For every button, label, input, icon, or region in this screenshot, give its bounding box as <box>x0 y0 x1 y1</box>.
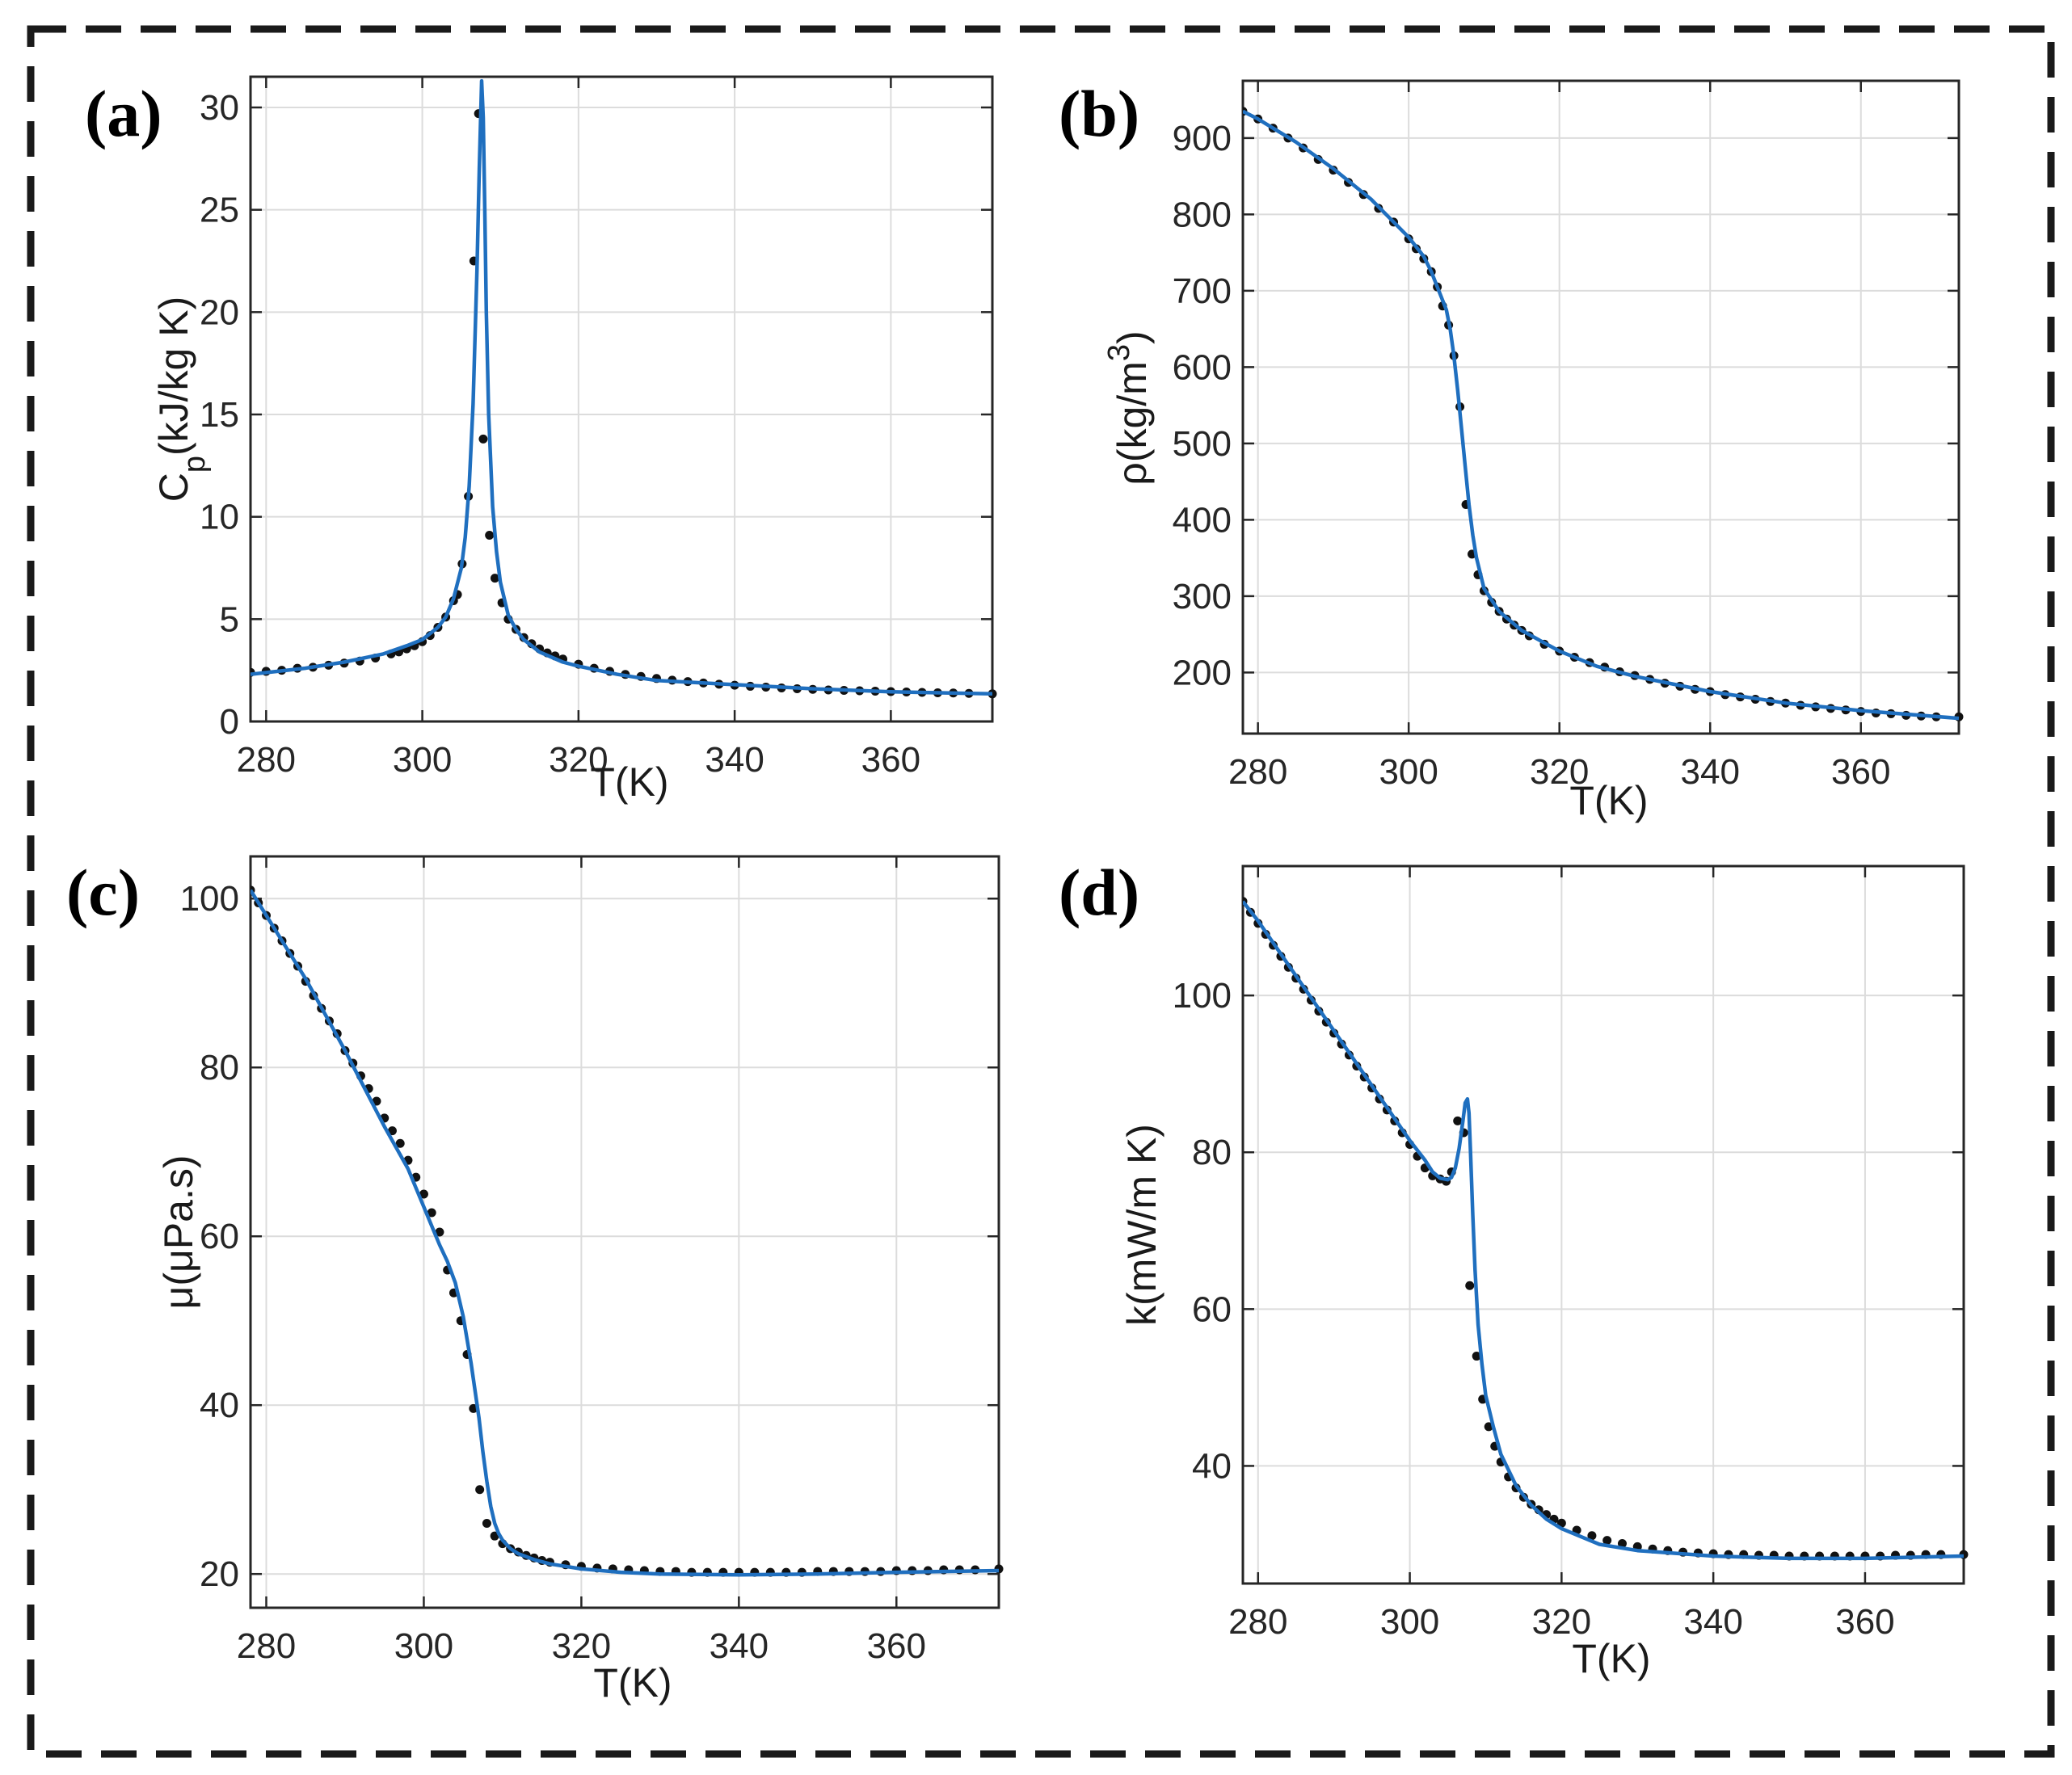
y-tick-label: 600 <box>1173 347 1232 387</box>
y-tick-label: 10 <box>200 498 239 537</box>
data-point <box>1602 1536 1612 1546</box>
y-tick-label: 80 <box>1192 1133 1232 1172</box>
y-tick-label: 20 <box>200 1554 239 1594</box>
x-tick-label: 360 <box>867 1626 926 1666</box>
y-axis-label-main: μ(μPa.s) <box>156 1155 201 1310</box>
fit-line <box>1243 900 1965 1561</box>
plot-area <box>249 75 994 723</box>
y-axis-label-main: ρ(kg/m <box>1110 361 1155 485</box>
y-tick-label: 100 <box>1173 976 1232 1016</box>
x-tick-label: 320 <box>552 1626 611 1666</box>
y-tick-label: 20 <box>200 292 239 332</box>
panel-a: 280 300 320 340 360 0 5 10 15 20 25 30 T(K) Cp(kJ/kg … <box>85 75 997 805</box>
y-tick-label: 80 <box>200 1048 239 1087</box>
panel-b: 280 300 320 340 360 200 300 400 500 600 700 800 900 T… <box>1059 77 1964 823</box>
y-tick-label: 400 <box>1173 500 1232 540</box>
y-tick-label: 200 <box>1173 653 1232 692</box>
data-point <box>1472 1352 1481 1361</box>
panel-label-b: (b) <box>1059 77 1139 150</box>
x-tick-label: 280 <box>1228 1602 1287 1642</box>
x-tick-label: 360 <box>1831 752 1890 792</box>
panel-label-d: (d) <box>1059 856 1139 929</box>
x-tick-label: 280 <box>1228 752 1287 792</box>
x-tick-label: 360 <box>861 740 920 780</box>
y-axis-label-main: k(mW/m K) <box>1119 1124 1164 1326</box>
plot-border <box>249 75 994 723</box>
panel-label-c: (c) <box>66 856 140 929</box>
y-axis-label-rest: ) <box>1110 330 1155 344</box>
plot-area <box>249 855 1000 1609</box>
data-point <box>478 434 488 444</box>
x-tick-label: 300 <box>394 1626 453 1666</box>
y-tick-label: 60 <box>1192 1289 1232 1329</box>
y-axis-label-subscript: p <box>178 456 212 473</box>
y-axis-label-rest: (kJ/kg K) <box>151 297 196 456</box>
data-point <box>395 1138 405 1148</box>
plot-area <box>1241 79 1960 735</box>
fit-line <box>251 78 993 696</box>
x-axis-label: T(K) <box>1572 1636 1650 1681</box>
x-tick-label: 300 <box>393 740 452 780</box>
data-point <box>1453 1116 1463 1125</box>
data-point <box>427 1208 436 1218</box>
plot-border <box>1241 864 1965 1585</box>
data-point <box>490 574 499 583</box>
dashed-frame <box>27 25 2055 1758</box>
fit-line <box>1243 109 1960 721</box>
x-tick-label: 360 <box>1835 1602 1894 1642</box>
x-tick-label: 340 <box>705 740 764 780</box>
y-tick-label: 700 <box>1173 271 1232 311</box>
data-point <box>475 1485 485 1495</box>
data-point <box>1465 1281 1475 1290</box>
y-tick-label: 0 <box>220 702 239 742</box>
x-tick-label: 320 <box>1532 1602 1591 1642</box>
y-axis-label-superscript: 3 <box>1102 344 1136 361</box>
y-axis-label: k(mW/m K) <box>1119 1124 1164 1326</box>
x-axis-label: T(K) <box>590 759 668 805</box>
y-tick-label: 800 <box>1173 195 1232 234</box>
y-tick-label: 100 <box>180 879 239 919</box>
x-tick-label: 340 <box>1683 1602 1742 1642</box>
y-tick-label: 30 <box>200 88 239 128</box>
data-point <box>482 1519 491 1529</box>
fit-line <box>251 889 1000 1577</box>
plot-area <box>1241 864 1965 1585</box>
plot-border <box>1241 79 1960 735</box>
y-axis-label: Cp(kJ/kg K) <box>151 297 212 503</box>
x-tick-label: 320 <box>1530 752 1589 792</box>
y-tick-label: 40 <box>1192 1446 1232 1486</box>
x-tick-label: 300 <box>1379 752 1438 792</box>
data-point <box>419 1189 428 1199</box>
panel-c: 280 300 320 340 360 20 40 60 80 100 T(K) μ(μPa.s) (c… <box>66 855 1004 1706</box>
y-tick-label: 5 <box>220 599 239 639</box>
x-tick-label: 280 <box>237 1626 296 1666</box>
x-axis-label: T(K) <box>593 1660 672 1706</box>
panel-d: 280 300 320 340 360 40 60 80 100 T(K) k(mW/m K) (d) <box>1059 856 1969 1681</box>
y-axis-label-main: C <box>151 473 196 502</box>
panel-label-a: (a) <box>85 77 162 150</box>
y-tick-label: 25 <box>200 191 239 230</box>
x-tick-label: 280 <box>237 740 296 780</box>
data-point <box>435 1227 444 1237</box>
x-tick-label: 340 <box>1681 752 1740 792</box>
x-tick-label: 320 <box>549 740 608 780</box>
y-tick-label: 300 <box>1173 577 1232 616</box>
y-tick-label: 900 <box>1173 119 1232 158</box>
y-axis-label: ρ(kg/m3) <box>1102 330 1155 485</box>
x-axis-label: T(K) <box>1569 778 1648 823</box>
y-tick-label: 15 <box>200 395 239 435</box>
y-tick-label: 60 <box>200 1217 239 1256</box>
y-axis-label: μ(μPa.s) <box>156 1155 201 1310</box>
plot-border <box>249 855 1000 1609</box>
y-tick-label: 40 <box>200 1386 239 1425</box>
y-tick-label: 500 <box>1173 424 1232 464</box>
data-point <box>1617 1539 1627 1549</box>
data-point <box>1587 1531 1597 1541</box>
x-tick-label: 340 <box>710 1626 769 1666</box>
x-tick-label: 300 <box>1380 1602 1439 1642</box>
data-point <box>485 530 495 540</box>
